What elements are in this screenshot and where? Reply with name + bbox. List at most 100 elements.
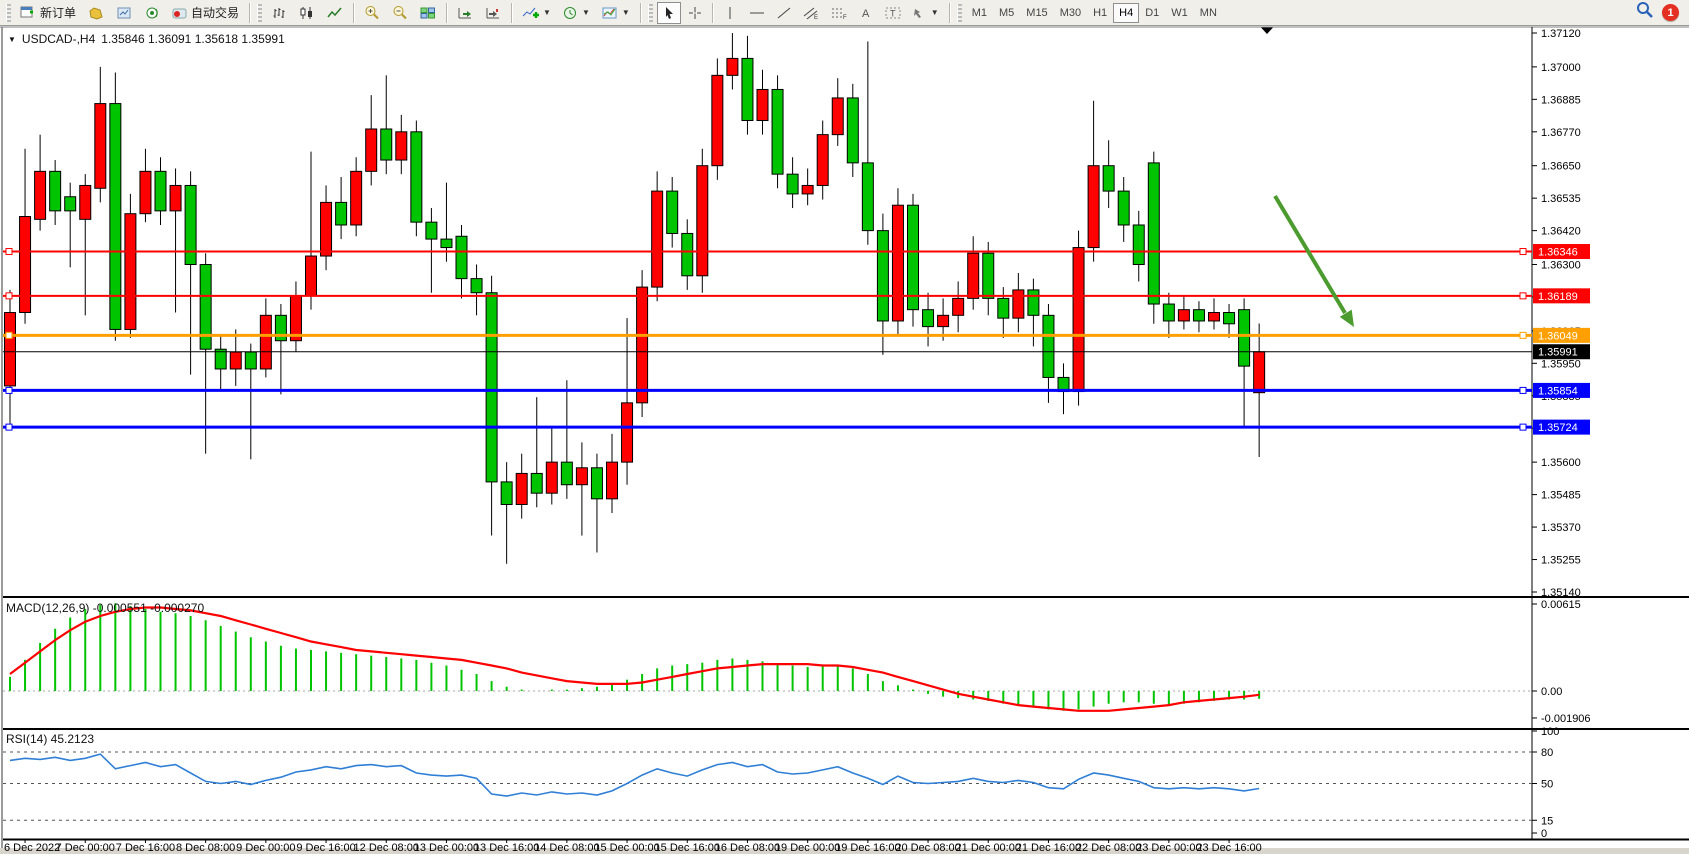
period-button-h1[interactable]: H1	[1093, 6, 1108, 19]
toolbar-separator	[446, 2, 448, 23]
price-axis-tick: 1.35140	[1541, 587, 1581, 599]
horizontal-line-icon	[749, 6, 765, 20]
price-axis-tick: 1.35600	[1541, 457, 1581, 469]
period-button-m5[interactable]: M5	[999, 6, 1015, 19]
chart-canvas[interactable]: 1.37120 1.37000 1.36885 1.36770 1.36650 1.365…	[0, 26, 1689, 854]
profiles-button[interactable]	[83, 2, 109, 24]
text-label-tool-button[interactable]: T	[880, 2, 906, 24]
bearish-candle	[199, 264, 212, 350]
cursor-tool-button[interactable]	[656, 1, 681, 24]
bullish-candle	[831, 97, 844, 136]
toolbar-grip	[257, 3, 263, 22]
fibonacci-tool-button[interactable]: F	[826, 2, 852, 24]
time-axis-label: 9 Dec 00:00	[236, 842, 295, 854]
new-order-button[interactable]: 新订单	[15, 2, 81, 24]
tile-windows-button[interactable]	[415, 2, 441, 24]
line-chart-button[interactable]	[322, 2, 348, 24]
alerts-button[interactable]	[139, 2, 165, 24]
bar-chart-button[interactable]	[266, 2, 292, 24]
svg-text:T: T	[890, 8, 896, 18]
period-button-m15[interactable]: M15	[1026, 6, 1048, 19]
search-icon[interactable]	[1636, 1, 1654, 24]
trend-line-tool-button[interactable]	[772, 2, 796, 24]
auto-scroll-button[interactable]	[452, 2, 478, 24]
bearish-candle	[1042, 314, 1055, 378]
annotation-arrow-head	[1339, 309, 1354, 327]
bearish-candle	[335, 201, 348, 226]
period-button-d1[interactable]: D1	[1145, 6, 1160, 19]
text-tool-button[interactable]: A	[854, 2, 878, 24]
bullish-candle	[4, 312, 16, 387]
indicators-button[interactable]: ▼	[517, 2, 556, 24]
price-badge-value: 1.36346	[1538, 247, 1578, 259]
rsi-axis-tick: 0	[1541, 828, 1547, 840]
time-axis-label: 6 Dec 2022	[4, 842, 60, 854]
zoom-out-icon	[392, 5, 408, 20]
bullish-candle	[606, 461, 618, 500]
chart-background	[0, 26, 1689, 854]
price-chart[interactable]: 1.37120 1.37000 1.36885 1.36770 1.36650 1.365…	[0, 26, 1689, 854]
vertical-line-tool-button[interactable]	[718, 2, 742, 24]
line-handle	[1519, 331, 1527, 339]
market-watch-button[interactable]	[111, 2, 137, 24]
time-axis-label: 8 Dec 08:00	[176, 842, 235, 854]
bullish-candle	[1208, 312, 1220, 322]
bullish-candle	[139, 170, 152, 215]
bullish-candle	[575, 467, 588, 486]
line-handle	[5, 386, 13, 394]
bullish-candle	[801, 184, 814, 195]
candlestick-chart-button[interactable]	[294, 2, 320, 24]
horizontal-line-tool-button[interactable]	[744, 2, 770, 24]
period-button-m30[interactable]: M30	[1059, 6, 1082, 19]
notification-badge[interactable]: 1	[1662, 4, 1679, 21]
macd-indicator-label: MACD(12,26,9) -0.000551 -0.000270	[6, 601, 205, 615]
crosshair-tool-button[interactable]	[683, 2, 707, 24]
crosshair-icon	[688, 6, 702, 20]
zoom-in-button[interactable]	[359, 2, 385, 24]
bullish-candle	[259, 314, 272, 370]
time-axis-label: 7 Dec 16:00	[116, 842, 175, 854]
bearish-candle	[244, 351, 257, 370]
price-axis-tick: 1.36885	[1541, 94, 1581, 106]
chart-shift-button[interactable]	[480, 2, 506, 24]
cursor-icon	[663, 6, 675, 20]
bearish-candle	[1238, 309, 1251, 367]
bearish-candle	[154, 170, 167, 212]
time-axis-label: 23 Dec 00:00	[1136, 842, 1201, 854]
periods-menu-button[interactable]: ▼	[558, 2, 595, 24]
bearish-candle	[380, 128, 393, 161]
template-button[interactable]: ▼	[597, 2, 635, 24]
zoom-out-button[interactable]	[387, 2, 413, 24]
period-button-h4[interactable]: H4	[1113, 2, 1140, 23]
price-badge	[1533, 288, 1590, 304]
tile-windows-icon	[420, 6, 436, 20]
period-button-w1[interactable]: W1	[1171, 6, 1188, 19]
bullish-candle	[967, 252, 980, 299]
period-button-m1[interactable]: M1	[971, 6, 987, 19]
period-button-mn[interactable]: MN	[1199, 6, 1217, 19]
line-handle	[5, 331, 13, 339]
time-axis-label: 21 Dec 00:00	[956, 842, 1021, 854]
price-axis-tick: 1.35485	[1541, 490, 1581, 502]
bullish-candle	[937, 314, 950, 328]
bearish-candle	[590, 467, 603, 500]
bearish-candle	[861, 162, 874, 232]
bearish-candle	[1027, 289, 1040, 316]
autotrade-button[interactable]: 自动交易	[167, 2, 244, 24]
equidistant-channel-tool-button[interactable]: E	[798, 2, 824, 24]
bearish-candle	[666, 190, 679, 234]
bearish-candle	[410, 131, 423, 223]
rsi-axis-tick: 100	[1541, 726, 1559, 738]
macd-axis-tick: -0.001906	[1541, 713, 1591, 725]
toolbar-grip	[956, 3, 962, 22]
chart-title: ▼ USDCAD-,H4 1.35846 1.36091 1.35618 1.3…	[8, 32, 285, 46]
rsi-axis-tick: 50	[1541, 779, 1553, 791]
arrow-tool-button[interactable]: ▼	[908, 2, 944, 24]
new-order-icon	[20, 5, 37, 20]
bullish-candle	[350, 170, 363, 226]
bearish-candle	[440, 238, 453, 249]
chevron-down-icon: ▼	[621, 8, 630, 17]
price-badge-value: 1.35854	[1538, 385, 1578, 397]
bearish-candle	[530, 472, 543, 494]
period-buttons: M1 M5 M15 M30 H1 H4 D1 W1 MN	[966, 2, 1223, 23]
